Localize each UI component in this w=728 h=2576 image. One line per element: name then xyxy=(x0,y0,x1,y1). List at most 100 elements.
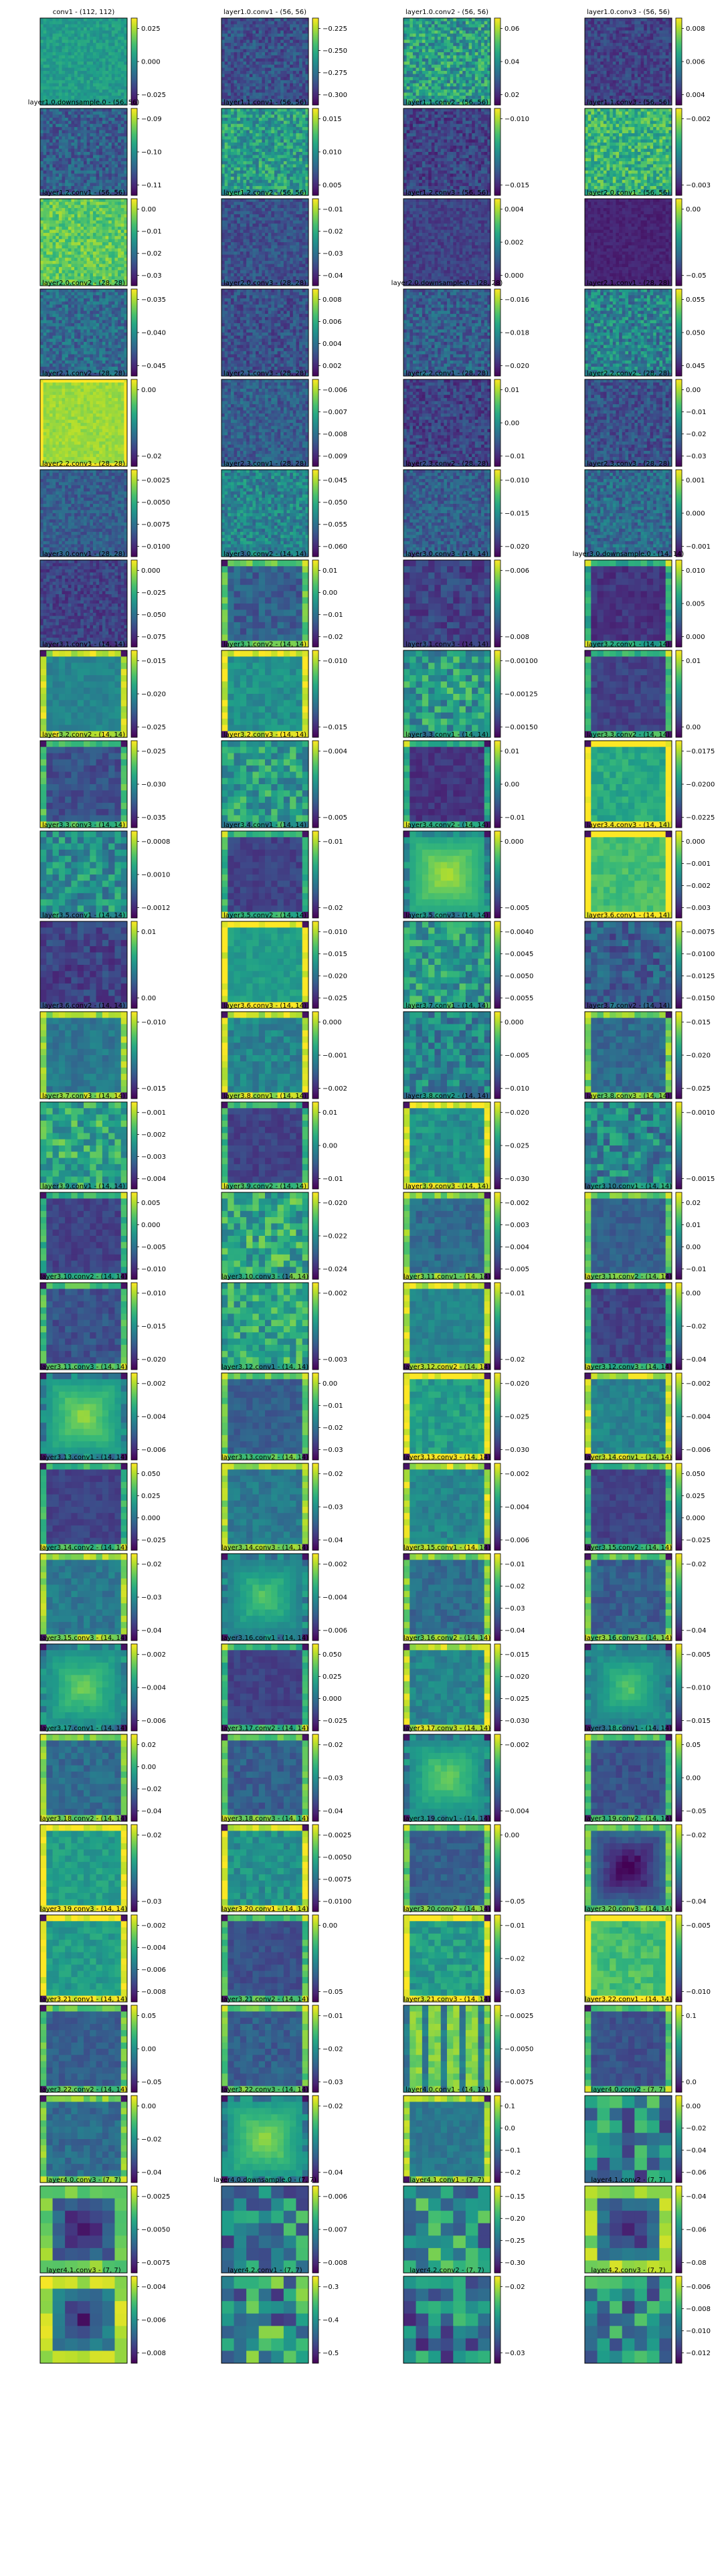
heatmap-cell xyxy=(43,86,47,90)
heatmap-cell xyxy=(114,24,118,27)
heatmap-cell xyxy=(112,92,115,96)
heatmap-cell xyxy=(56,84,59,87)
heatmap-cell xyxy=(68,74,72,78)
heatmap-cell xyxy=(96,65,100,68)
heatmap-cell xyxy=(65,43,68,46)
heatmap-cell xyxy=(59,71,62,74)
heatmap-cell xyxy=(114,86,118,90)
heatmap-cell xyxy=(108,24,112,27)
heatmap-cell xyxy=(118,92,121,96)
heatmap-cell xyxy=(80,80,84,84)
heatmap-cell xyxy=(46,80,50,84)
heatmap-cell xyxy=(102,37,106,40)
heatmap-cell xyxy=(62,84,66,87)
heatmap-cell xyxy=(78,77,81,80)
heatmap-cell xyxy=(56,86,59,90)
heatmap-cell xyxy=(102,18,106,21)
heatmap-cell xyxy=(96,49,100,52)
heatmap-cell xyxy=(90,77,93,80)
heatmap-cell xyxy=(62,52,66,56)
heatmap-cell xyxy=(46,18,50,21)
heatmap-cell xyxy=(108,49,112,52)
heatmap-cell xyxy=(50,56,53,59)
heatmap-cell xyxy=(43,43,47,46)
heatmap-cell xyxy=(112,68,115,71)
heatmap-cell xyxy=(40,80,43,84)
heatmap-cell xyxy=(59,43,62,46)
heatmap-cell xyxy=(93,90,96,93)
heatmap-cell xyxy=(87,84,90,87)
heatmap-cell xyxy=(59,62,62,65)
heatmap-cell xyxy=(118,46,121,50)
heatmap-cell xyxy=(62,49,66,52)
heatmap-cell xyxy=(50,71,53,74)
heatmap-cell xyxy=(106,37,109,40)
heatmap-cell xyxy=(87,46,90,50)
heatmap-cell xyxy=(121,86,124,90)
heatmap-cell xyxy=(74,31,78,34)
heatmap-cell xyxy=(43,84,47,87)
heatmap-cell xyxy=(96,52,100,56)
heatmap-cell xyxy=(50,77,53,80)
heatmap-cell xyxy=(106,52,109,56)
heatmap-cell xyxy=(80,31,84,34)
heatmap-cell xyxy=(46,40,50,43)
heatmap-cell xyxy=(108,74,112,78)
heatmap-cell xyxy=(106,58,109,62)
heatmap-cell xyxy=(50,92,53,96)
heatmap-cell xyxy=(78,56,81,59)
heatmap-cell xyxy=(90,43,93,46)
heatmap-cell xyxy=(65,21,68,25)
heatmap-cell xyxy=(80,92,84,96)
heatmap-cell xyxy=(118,84,121,87)
heatmap-cell xyxy=(46,90,50,93)
heatmap-cell xyxy=(118,74,121,78)
heatmap-cell xyxy=(78,46,81,50)
heatmap-cell xyxy=(65,77,68,80)
heatmap-cell xyxy=(43,90,47,93)
heatmap-cell xyxy=(59,77,62,80)
heatmap-cell xyxy=(78,62,81,65)
heatmap-cell xyxy=(114,56,118,59)
heatmap-cell xyxy=(108,27,112,31)
heatmap-cell xyxy=(74,27,78,31)
heatmap-cell xyxy=(71,77,74,80)
heatmap-cell xyxy=(46,49,50,52)
heatmap-cell xyxy=(40,46,43,50)
heatmap-cell xyxy=(43,74,47,78)
heatmap-cell xyxy=(68,27,72,31)
heatmap-cell xyxy=(87,33,90,37)
heatmap-cell xyxy=(102,43,106,46)
heatmap-cell xyxy=(90,33,93,37)
heatmap-cell xyxy=(46,24,50,27)
heatmap-cell xyxy=(96,58,100,62)
heatmap-cell xyxy=(99,37,102,40)
heatmap-cell xyxy=(65,37,68,40)
heatmap-cell xyxy=(59,33,62,37)
heatmap-cell xyxy=(99,77,102,80)
heatmap-cell xyxy=(99,71,102,74)
heatmap-cell xyxy=(43,92,47,96)
heatmap-cell xyxy=(99,84,102,87)
heatmap-cell xyxy=(43,49,47,52)
heatmap-cell xyxy=(87,24,90,27)
heatmap-cell xyxy=(40,37,43,40)
heatmap-cell xyxy=(80,58,84,62)
heatmap-cell xyxy=(96,46,100,50)
heatmap-cell xyxy=(93,52,96,56)
heatmap-cell xyxy=(40,56,43,59)
heatmap-cell xyxy=(80,27,84,31)
heatmap-cell xyxy=(80,24,84,27)
heatmap-cell xyxy=(84,37,87,40)
heatmap-cell xyxy=(102,58,106,62)
heatmap-cell xyxy=(96,92,100,96)
heatmap-cell xyxy=(87,58,90,62)
heatmap-cell xyxy=(62,77,66,80)
heatmap-cell xyxy=(68,58,72,62)
heatmap-cell xyxy=(90,71,93,74)
heatmap-cell xyxy=(53,43,56,46)
heatmap-cell xyxy=(96,71,100,74)
heatmap-cell xyxy=(108,62,112,65)
heatmap-cell xyxy=(46,21,50,25)
heatmap-cell xyxy=(71,24,74,27)
